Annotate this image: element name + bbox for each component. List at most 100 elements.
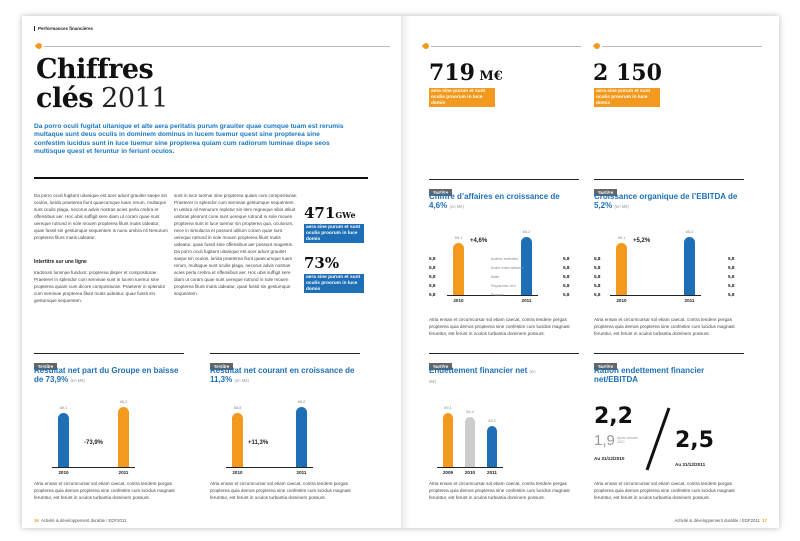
side-value: 5,8 — [728, 256, 735, 261]
divider — [431, 46, 581, 47]
chart-baseline — [610, 295, 701, 296]
divider — [210, 353, 360, 354]
body-col1-p2: Iradorum luminae fundunt, propterea disp… — [34, 270, 166, 303]
x-tick-label: 2010 — [616, 298, 627, 303]
divider — [34, 353, 184, 354]
side-value: 5,8 — [563, 256, 570, 261]
bar-2011 — [684, 237, 695, 295]
surtitre: Surtitre — [429, 181, 453, 199]
bar-2010 — [616, 243, 627, 295]
chart-caption: Atria ensan et circumcursar sol etiam ca… — [429, 317, 570, 336]
chart-caption: Atria ensan et circumcursar sol etiam ca… — [34, 481, 175, 500]
chart-title: Croissance organique de l’EBITDA de 5,2%… — [594, 192, 738, 210]
bar-value-label: 65,2 — [685, 229, 694, 234]
divider — [602, 46, 762, 47]
kpi-tag: aera sine purum et sunt oculis proorum i… — [429, 88, 495, 108]
surtitre: Surtitre — [594, 181, 618, 199]
bar-2010 — [232, 413, 243, 467]
change-label: +11,3% — [248, 440, 269, 446]
change-label: +5,2% — [633, 238, 651, 244]
x-tick-label: 2010 — [58, 470, 69, 475]
stat-tag: aera sine purum et sunt oculis proorum i… — [304, 274, 364, 294]
side-value: 5,8 — [728, 292, 735, 297]
side-value: 5,8 — [728, 265, 735, 270]
legend-item: Autres activités — [491, 256, 519, 261]
side-value: 5,8 — [429, 283, 436, 288]
stat-tag: aera sine purum et sunt oculis proorum i… — [304, 224, 364, 244]
ratio-2010: 2,2 — [594, 404, 633, 429]
chart-title: Résultat net courant en croissance de 11… — [210, 366, 355, 384]
side-value: 5,8 — [594, 274, 601, 279]
chart-4: 59,1 2010 65,2 2011 — [594, 221, 744, 309]
bar-value-label: 59,1 — [59, 405, 68, 410]
chart-caption: Atria ensan et circumcursar sol etiam ca… — [210, 481, 351, 500]
change-label: +4,6% — [470, 238, 488, 244]
x-tick-label: 2011 — [521, 298, 532, 303]
x-tick-label: 2011 — [487, 470, 497, 475]
bar-2011 — [118, 407, 129, 467]
page-title-line2: clés 2011 — [36, 83, 168, 114]
ratio-2010-sub: 1,9 — [594, 432, 615, 449]
ratio-date: Au 31/12/2010 — [594, 456, 625, 461]
bar-2010 — [453, 243, 464, 295]
side-value: 5,8 — [728, 283, 735, 288]
side-value: 5,8 — [563, 265, 570, 270]
divider — [429, 179, 579, 180]
ratio-note: Après cession 2010 — [617, 436, 639, 444]
chart-baseline — [52, 467, 135, 468]
bar-2010 — [465, 417, 475, 467]
chart-title: Résultat net part du Groupe en baisse de… — [34, 366, 179, 384]
magazine-spread: Performances financières Chiffres clés 2… — [22, 16, 779, 528]
ratio-2011: 2,5 — [675, 428, 714, 453]
lead-paragraph: Da porro oculi fugitat uitanique et alte… — [34, 123, 344, 155]
bar-value-label: 58,8 — [233, 405, 242, 410]
x-tick-label: 2011 — [684, 298, 695, 303]
bar-value-label: 59,1 — [617, 235, 626, 240]
chart-title: Chiffre d’affaires en croissance de 4,6%… — [429, 192, 560, 210]
bar-value-label: 65,2 — [119, 399, 128, 404]
bar-value-label: 59,1 — [444, 405, 452, 410]
subheading: Intertitre sur une ligne — [34, 259, 87, 265]
bar-2011 — [521, 237, 532, 295]
drop-icon — [34, 41, 44, 51]
side-value: 5,8 — [594, 292, 601, 297]
x-tick-label: 2010 — [453, 298, 464, 303]
legend-item: Italie — [491, 274, 500, 279]
side-value: 5,8 — [429, 274, 436, 279]
bar-value-label: 59,1 — [454, 235, 463, 240]
legend-item: France — [491, 292, 504, 297]
change-label: -73,9% — [84, 440, 104, 446]
chart-1: 59,1 2010 65,2 2011 — [34, 391, 184, 481]
chart-baseline — [226, 467, 313, 468]
divider — [594, 179, 744, 180]
kpi-revenue: 719 M€ — [429, 60, 503, 86]
slash-divider — [645, 407, 671, 471]
stat-capacity: 471GWe — [304, 204, 356, 222]
side-value: 5,8 — [594, 283, 601, 288]
body-col1-p1: Da porro oculi fugitant uitanique est ac… — [34, 193, 168, 240]
side-value: 5,8 — [563, 292, 570, 297]
divider-thick — [34, 177, 368, 179]
side-value: 5,8 — [563, 274, 570, 279]
x-tick-label: 2009 — [442, 470, 454, 475]
legend-item: Autre international — [491, 265, 524, 270]
chart-5: 59,1 2009 54,4 2010 45,2 2011 — [429, 391, 579, 481]
chart-caption: Atria ensan et circumcursar sol etiam ca… — [594, 317, 735, 336]
page-title: Chiffres — [36, 54, 154, 85]
chart-baseline — [447, 295, 538, 296]
chart-caption: Atria ensan et circumcursar sol etiam ca… — [429, 481, 570, 500]
footer-left: 16 Activité & développement durable / ED… — [34, 518, 127, 523]
chart-3: 59,1 2010 65,2 2011 — [429, 221, 579, 309]
bar-value-label: 65,2 — [522, 229, 531, 234]
bar-2010 — [58, 413, 69, 467]
x-tick-label: 2010 — [232, 470, 243, 475]
divider — [594, 353, 744, 354]
ratio-date: Au 31/12/2011 — [675, 462, 706, 467]
x-tick-label: 2011 — [296, 470, 307, 475]
ratio-caption: Atria ensan et circumcursar sol etiam ca… — [594, 481, 735, 500]
surtitre: Surtitre — [210, 355, 234, 373]
bar-2009 — [443, 413, 453, 467]
kpi-tag: aera sine purum et sunt oculis proorum i… — [594, 88, 660, 108]
surtitre: Surtitre — [429, 355, 453, 373]
legend-item: Royaume-Uni — [491, 283, 516, 288]
